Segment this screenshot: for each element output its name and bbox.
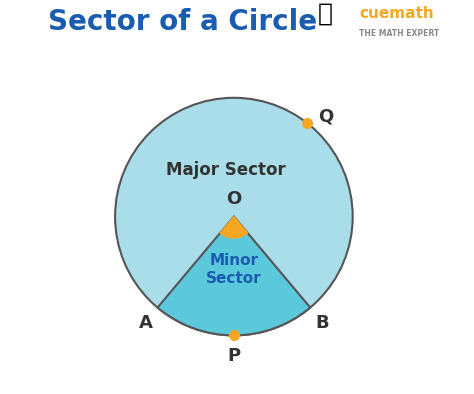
Circle shape xyxy=(115,98,353,335)
Text: Q: Q xyxy=(319,108,334,125)
Text: P: P xyxy=(228,347,240,365)
Text: B: B xyxy=(315,314,328,332)
Text: Sector of a Circle: Sector of a Circle xyxy=(48,8,317,36)
Wedge shape xyxy=(157,217,310,335)
Wedge shape xyxy=(220,217,247,238)
Text: A: A xyxy=(139,314,153,332)
Text: Minor
Sector: Minor Sector xyxy=(206,253,262,286)
Text: O: O xyxy=(226,190,242,208)
Text: 🚀: 🚀 xyxy=(318,2,332,26)
Text: Major Sector: Major Sector xyxy=(166,162,285,179)
Text: cuemath: cuemath xyxy=(359,6,434,21)
Text: THE MATH EXPERT: THE MATH EXPERT xyxy=(359,29,439,38)
